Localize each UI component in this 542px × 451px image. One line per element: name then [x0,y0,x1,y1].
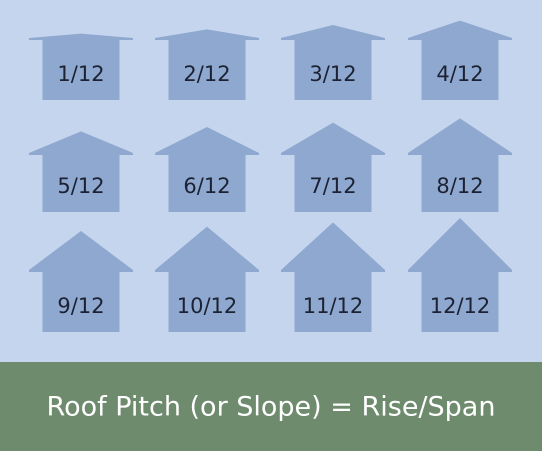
roof [281,122,385,155]
house-body [294,39,372,100]
house-body [421,154,499,212]
roof [155,226,259,272]
pitch-label: 2/12 [183,62,230,86]
roof [281,25,385,40]
roof [408,20,512,40]
house-body [42,154,120,212]
pitch-label: 9/12 [57,294,104,318]
house-body [168,271,246,332]
pitch-label: 1/12 [57,62,104,86]
house-body [168,154,246,212]
pitch-label: 3/12 [309,62,356,86]
house-body [168,39,246,100]
pitch-label: 10/12 [177,294,238,318]
roof [155,127,259,155]
roof [281,222,385,272]
pitch-label: 5/12 [57,174,104,198]
house-body [294,271,372,332]
house-body [294,154,372,212]
pitch-label: 11/12 [303,294,364,318]
caption-banner [0,362,542,451]
roof [408,218,512,272]
pitch-label: 12/12 [430,294,491,318]
roof [408,118,512,155]
house-body [42,39,120,100]
houses: 1/12 2/12 3/12 4/12 5/12 6/12 7/12 8/12 9/12 10/1… [29,20,512,332]
pitch-label: 8/12 [436,174,483,198]
caption-title: Roof Pitch (or Slope) = Rise/Span [47,392,496,423]
roof [29,231,133,272]
house-body [421,39,499,100]
pitch-label: 6/12 [183,174,230,198]
pitch-label: 4/12 [436,62,483,86]
roof [29,131,133,155]
roof [155,29,259,40]
house-body [421,271,499,332]
house-body [42,271,120,332]
roof [29,33,133,40]
pitch-label: 7/12 [309,174,356,198]
